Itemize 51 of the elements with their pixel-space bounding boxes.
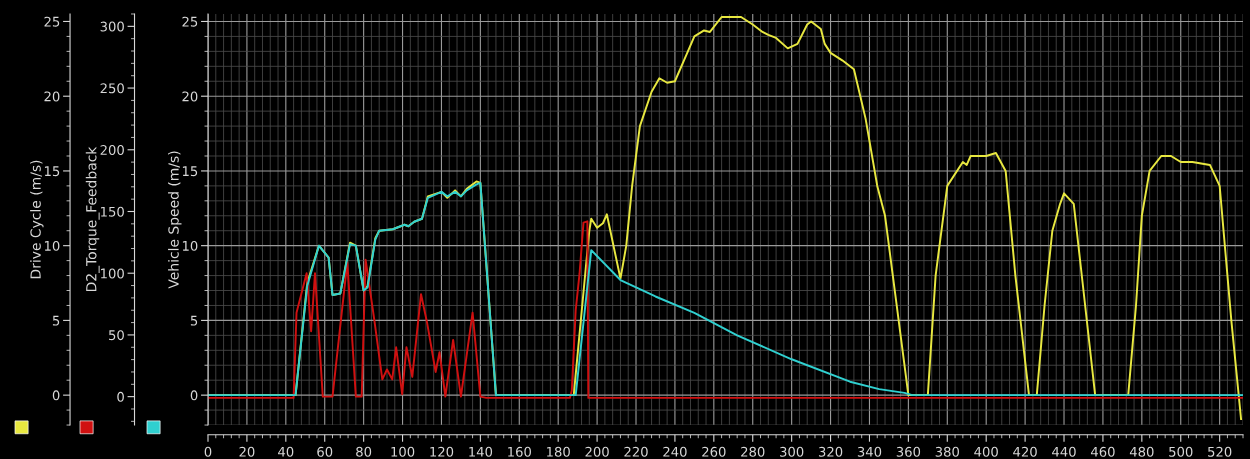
x-tick-label: 180 bbox=[547, 446, 570, 457]
y3-axis-title: Vehicle Speed (m/s) bbox=[168, 151, 182, 289]
y2-axis-title: D2_Torque_Feedback bbox=[85, 146, 100, 292]
x-tick-label: 20 bbox=[239, 446, 255, 457]
x-tick-label: 60 bbox=[317, 446, 333, 457]
x-tick-label: 200 bbox=[585, 446, 609, 457]
line-series bbox=[208, 181, 1243, 397]
x-tick-label: 280 bbox=[741, 446, 765, 457]
x-tick-label: 360 bbox=[896, 446, 921, 457]
x-tick-label: 300 bbox=[780, 446, 804, 457]
x-tick-label: 160 bbox=[508, 446, 531, 457]
x-tick-label: 240 bbox=[663, 446, 687, 457]
y2-tick-label: 250 bbox=[100, 83, 124, 94]
x-tick-label: 380 bbox=[935, 446, 959, 457]
y-tick-label: 20 bbox=[44, 91, 60, 102]
x-tick-label: 120 bbox=[430, 446, 454, 457]
x-tick-label: 340 bbox=[857, 446, 882, 457]
y-axis-title: Drive Cycle (m/s) bbox=[30, 160, 44, 279]
y-tick-label: 0 bbox=[52, 390, 60, 401]
x-tick-label: 500 bbox=[1169, 446, 1193, 457]
line-series bbox=[208, 220, 1243, 399]
y2-tick-label: 200 bbox=[100, 145, 124, 155]
y3-tick-label: 0 bbox=[190, 390, 198, 401]
y-tick-label: 25 bbox=[44, 16, 60, 27]
y2-tick-label: 300 bbox=[100, 21, 124, 32]
y2-tick-label: 50 bbox=[109, 330, 124, 341]
x-tick-label: 520 bbox=[1208, 446, 1232, 457]
y3-tick-label: 5 bbox=[190, 315, 198, 326]
y3-tick-label: 10 bbox=[182, 240, 198, 251]
y3-tick-label: 15 bbox=[182, 166, 198, 177]
x-tick-label: 260 bbox=[702, 446, 726, 457]
x-tick-label: 40 bbox=[278, 446, 294, 457]
x-tick-label: 140 bbox=[469, 446, 493, 457]
x-tick-label: 320 bbox=[818, 446, 843, 457]
y2-tick-label: 100 bbox=[101, 268, 124, 279]
x-tick-label: 480 bbox=[1129, 446, 1154, 457]
y2-tick-label: 0 bbox=[117, 391, 124, 402]
y2-tick-label: 150 bbox=[101, 206, 124, 217]
y-tick-label: 5 bbox=[52, 315, 60, 326]
x-tick-label: 460 bbox=[1090, 446, 1115, 457]
y3-tick-label: 25 bbox=[182, 16, 198, 27]
x-tick-label: 400 bbox=[974, 446, 998, 457]
x-tick-label: 420 bbox=[1013, 446, 1037, 457]
y-tick-label: 10 bbox=[44, 240, 60, 251]
x-tick-label: 440 bbox=[1052, 446, 1076, 457]
x-tick-label: 80 bbox=[356, 446, 372, 457]
y3-tick-label: 20 bbox=[182, 91, 198, 102]
x-tick-label: 0 bbox=[204, 446, 212, 457]
y-tick-label: 15 bbox=[44, 166, 60, 177]
x-tick-label: 220 bbox=[624, 446, 648, 457]
x-tick-label: 100 bbox=[391, 446, 415, 457]
